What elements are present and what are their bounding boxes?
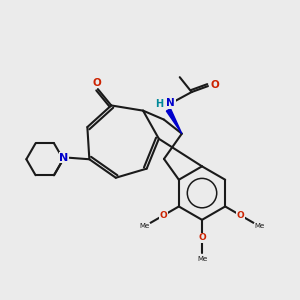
Text: O: O [237,211,244,220]
Text: O: O [198,233,206,242]
Text: O: O [160,211,167,220]
Text: Me: Me [140,223,150,229]
Text: H: H [155,99,163,109]
Text: Me: Me [254,223,264,229]
Polygon shape [167,109,182,134]
Text: N: N [167,98,175,108]
Text: O: O [210,80,219,90]
Text: Me: Me [197,256,207,262]
Text: O: O [92,78,101,88]
Text: N: N [59,153,69,163]
